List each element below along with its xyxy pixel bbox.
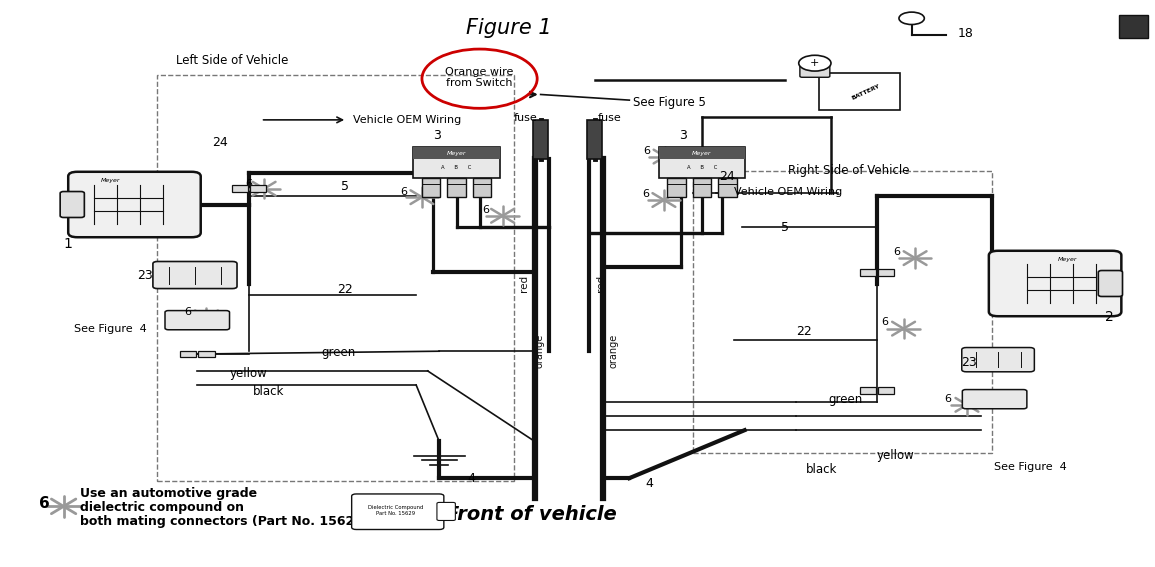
FancyBboxPatch shape [1119, 15, 1148, 38]
FancyBboxPatch shape [878, 269, 894, 276]
Text: See Figure  4: See Figure 4 [74, 324, 147, 333]
Text: orange: orange [609, 334, 618, 369]
Text: black: black [806, 463, 837, 476]
Text: 4: 4 [468, 472, 476, 485]
Text: 3: 3 [679, 129, 687, 142]
FancyBboxPatch shape [422, 177, 440, 197]
Text: 1: 1 [64, 237, 73, 251]
Text: red: red [520, 275, 529, 292]
Text: 23: 23 [137, 269, 154, 282]
Text: Meyer: Meyer [102, 178, 120, 183]
Text: A      B      C: A B C [441, 166, 471, 170]
Text: 2: 2 [1105, 310, 1115, 324]
FancyBboxPatch shape [199, 350, 215, 357]
FancyBboxPatch shape [989, 251, 1122, 316]
Text: BATTERY: BATTERY [850, 83, 880, 100]
Text: fuse: fuse [514, 113, 537, 123]
FancyBboxPatch shape [658, 147, 745, 159]
Text: 6: 6 [482, 205, 489, 215]
Text: green: green [828, 393, 863, 405]
FancyBboxPatch shape [68, 172, 201, 237]
Text: yellow: yellow [877, 449, 915, 462]
Text: 6: 6 [643, 146, 650, 156]
Text: 23: 23 [961, 356, 977, 369]
Text: orange: orange [535, 334, 544, 369]
Text: 18: 18 [957, 27, 974, 40]
FancyBboxPatch shape [718, 177, 737, 197]
Text: Right Side of Vehicle: Right Side of Vehicle [788, 164, 909, 177]
Text: 6: 6 [642, 189, 649, 200]
FancyBboxPatch shape [413, 147, 500, 177]
Text: Vehicle OEM Wiring: Vehicle OEM Wiring [352, 115, 461, 125]
FancyBboxPatch shape [859, 387, 875, 394]
Text: See Figure 5: See Figure 5 [633, 96, 706, 109]
Text: green: green [322, 346, 356, 359]
FancyBboxPatch shape [165, 311, 230, 330]
Text: 22: 22 [797, 325, 812, 338]
Text: fuse: fuse [598, 113, 621, 123]
Text: 6: 6 [185, 307, 192, 317]
FancyBboxPatch shape [447, 177, 465, 197]
FancyBboxPatch shape [668, 177, 686, 197]
FancyBboxPatch shape [152, 261, 237, 289]
Text: Dielectric Compound
Part No. 15629: Dielectric Compound Part No. 15629 [367, 505, 423, 516]
Text: 6: 6 [944, 394, 951, 404]
Circle shape [899, 12, 924, 24]
Text: 22: 22 [337, 282, 352, 295]
Text: 5: 5 [781, 221, 789, 234]
Text: +: + [810, 58, 820, 68]
Text: 6: 6 [246, 179, 253, 189]
Text: 4: 4 [644, 477, 653, 490]
Text: Meyer: Meyer [1058, 257, 1076, 263]
Text: red: red [596, 275, 605, 292]
Text: Orange wire
from Switch: Orange wire from Switch [446, 67, 514, 88]
FancyBboxPatch shape [819, 73, 900, 110]
FancyBboxPatch shape [693, 177, 711, 197]
Text: 6: 6 [400, 187, 407, 197]
FancyBboxPatch shape [587, 120, 602, 159]
Text: 6: 6 [39, 496, 50, 511]
FancyBboxPatch shape [251, 185, 267, 192]
Text: Figure 1: Figure 1 [465, 18, 551, 39]
FancyBboxPatch shape [232, 185, 248, 192]
Text: 24: 24 [720, 170, 736, 183]
Text: See Figure  4: See Figure 4 [994, 462, 1067, 472]
FancyBboxPatch shape [878, 387, 894, 394]
Text: A      B      C: A B C [687, 166, 717, 170]
Text: 24: 24 [213, 136, 229, 149]
FancyBboxPatch shape [60, 192, 84, 218]
FancyBboxPatch shape [413, 147, 500, 159]
Text: black: black [253, 386, 284, 399]
Text: Meyer: Meyer [447, 151, 467, 156]
FancyBboxPatch shape [859, 269, 875, 276]
FancyBboxPatch shape [962, 348, 1035, 372]
FancyBboxPatch shape [658, 147, 745, 177]
Text: Left Side of Vehicle: Left Side of Vehicle [176, 54, 288, 67]
Text: Front of vehicle: Front of vehicle [446, 505, 617, 524]
FancyBboxPatch shape [800, 61, 829, 77]
Text: 3: 3 [433, 129, 441, 142]
Text: Use an automotive grade: Use an automotive grade [80, 487, 256, 500]
FancyBboxPatch shape [180, 350, 196, 357]
Text: Meyer: Meyer [692, 151, 711, 156]
FancyBboxPatch shape [962, 390, 1027, 409]
FancyBboxPatch shape [472, 177, 491, 197]
FancyBboxPatch shape [351, 494, 444, 530]
FancyBboxPatch shape [437, 502, 455, 521]
FancyBboxPatch shape [534, 120, 549, 159]
Circle shape [799, 55, 830, 71]
Text: yellow: yellow [230, 367, 267, 380]
Text: both mating connectors (Part No. 15629).: both mating connectors (Part No. 15629). [80, 515, 373, 528]
FancyBboxPatch shape [1098, 270, 1123, 297]
Text: dielectric compound on: dielectric compound on [80, 501, 244, 514]
Text: 6: 6 [881, 318, 888, 327]
Text: Vehicle OEM Wiring: Vehicle OEM Wiring [735, 187, 842, 197]
Text: 5: 5 [341, 180, 349, 193]
Text: 6: 6 [893, 247, 900, 257]
